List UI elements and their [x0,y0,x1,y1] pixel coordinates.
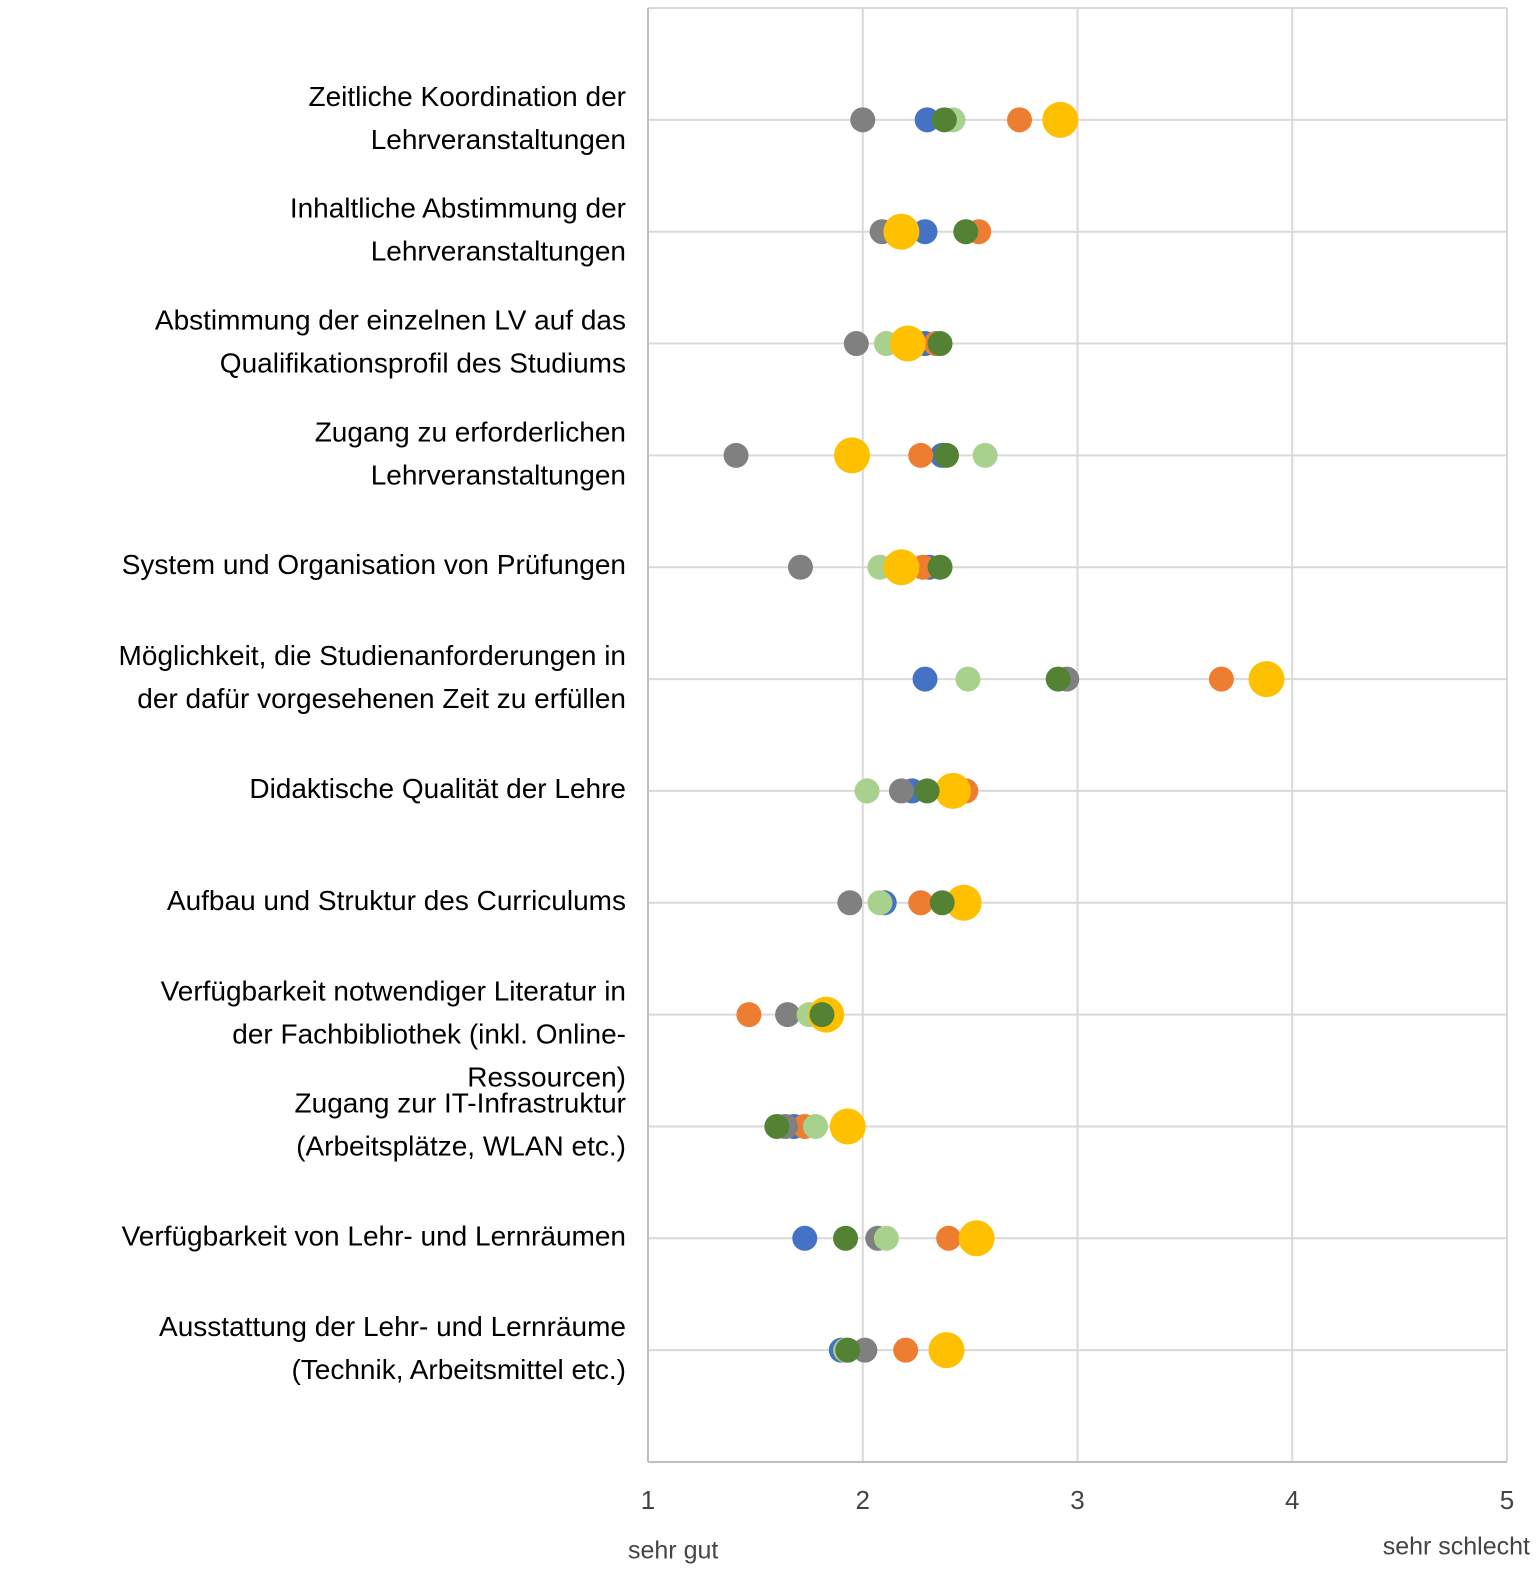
dot [852,1337,878,1363]
dot [927,331,953,357]
category-line: Zugang zur IT-Infrastruktur [295,1088,626,1119]
dot [723,442,749,468]
dot [843,331,869,357]
dot [953,219,979,245]
category-label: Abstimmung der einzelnen LV auf das Quali… [155,305,626,379]
category-line: Lehrveranstaltungen [371,460,626,491]
dot [850,107,876,133]
category-line: Lehrveranstaltungen [371,124,626,155]
dot [736,1002,762,1028]
dot [931,107,957,133]
category-line: der Fachbibliothek (inkl. Online- [232,1019,626,1050]
dot [958,1220,995,1257]
dot [854,778,880,804]
dot [955,666,981,692]
x-max-label: sehr schlecht [1383,1533,1530,1561]
x-min-label: sehr gut [628,1537,718,1565]
dot [883,213,920,250]
dot [1045,666,1071,692]
dot [833,1225,859,1251]
category-line: Ausstattung der Lehr- und Lernräume [159,1312,626,1343]
dot [927,554,953,580]
dot [934,442,960,468]
category-line: Didaktische Qualität der Lehre [249,773,626,804]
category-line: Verfügbarkeit von Lehr- und Lernräumen [122,1221,626,1252]
dot [1007,107,1033,133]
dot [792,1225,818,1251]
category-label: Zugang zur IT-Infrastruktur (Arbeitsplätz… [295,1088,626,1162]
dot [883,549,920,586]
category-line: System und Organisation von Prüfungen [122,550,626,581]
category-line: Qualifikationsprofil des Studiums [220,348,626,379]
dot [1248,661,1285,698]
dot [972,442,998,468]
dot [867,890,893,916]
dot [787,554,813,580]
x-tick-label: 4 [1285,1485,1299,1515]
dot [1208,666,1234,692]
dot [1042,101,1079,138]
x-tick-label: 1 [641,1485,655,1515]
dot [888,778,914,804]
dot [914,107,940,133]
dot [928,1332,965,1369]
category-line: (Technik, Arbeitsmittel etc.) [291,1355,626,1386]
dot [829,1108,866,1145]
category-line: Zugang zu erforderlichen [315,417,626,448]
category-line: Zeitliche Koordination der [308,81,626,112]
category-label: Inhaltliche Abstimmung der Lehrveranstalt… [290,193,626,267]
category-label: Aufbau und Struktur des Curriculums [167,885,626,916]
x-tick-label: 5 [1500,1485,1514,1515]
category-label: Didaktische Qualität der Lehre [249,773,626,804]
category-line: Abstimmung der einzelnen LV auf das [155,305,626,336]
category-line: (Arbeitsplätze, WLAN etc.) [296,1131,626,1162]
dot [775,1002,801,1028]
x-tick-label: 3 [1070,1485,1084,1515]
dot [835,1337,861,1363]
dot [809,1002,835,1028]
category-label: System und Organisation von Prüfungen [122,550,626,581]
category-label: Verfügbarkeit von Lehr- und Lernräumen [122,1221,626,1252]
category-line: der dafür vorgesehenen Zeit zu erfüllen [137,683,626,714]
category-line: Aufbau und Struktur des Curriculums [167,885,626,916]
category-label: Verfügbarkeit notwendiger Literatur in de… [161,976,626,1093]
category-label: Möglichkeit, die Studienanforderungen in… [119,640,626,714]
dot [929,890,955,916]
dot [803,1113,829,1139]
category-line: Ressourcen) [467,1062,626,1093]
dot [908,442,934,468]
category-line: Verfügbarkeit notwendiger Literatur in [161,976,626,1007]
dot [936,1225,962,1251]
dot [908,890,934,916]
category-label: Ausstattung der Lehr- und Lernräume (Tech… [159,1312,626,1386]
dot [834,437,871,474]
dot [945,884,982,921]
category-label: Zeitliche Koordination der Lehrveranstalt… [308,81,626,155]
dot [912,666,938,692]
category-line: Inhaltliche Abstimmung der [290,193,626,224]
dot [893,1337,919,1363]
dot [764,1113,790,1139]
category-line: Lehrveranstaltungen [371,236,626,267]
category-label: Zugang zu erforderlichen Lehrveranstaltun… [315,417,626,491]
dot [889,325,926,362]
x-tick-label: 2 [856,1485,870,1515]
dot [912,219,938,245]
dot [934,772,971,809]
dot [914,778,940,804]
category-line: Möglichkeit, die Studienanforderungen in [119,640,626,671]
dot [837,890,863,916]
dot [873,1225,899,1251]
